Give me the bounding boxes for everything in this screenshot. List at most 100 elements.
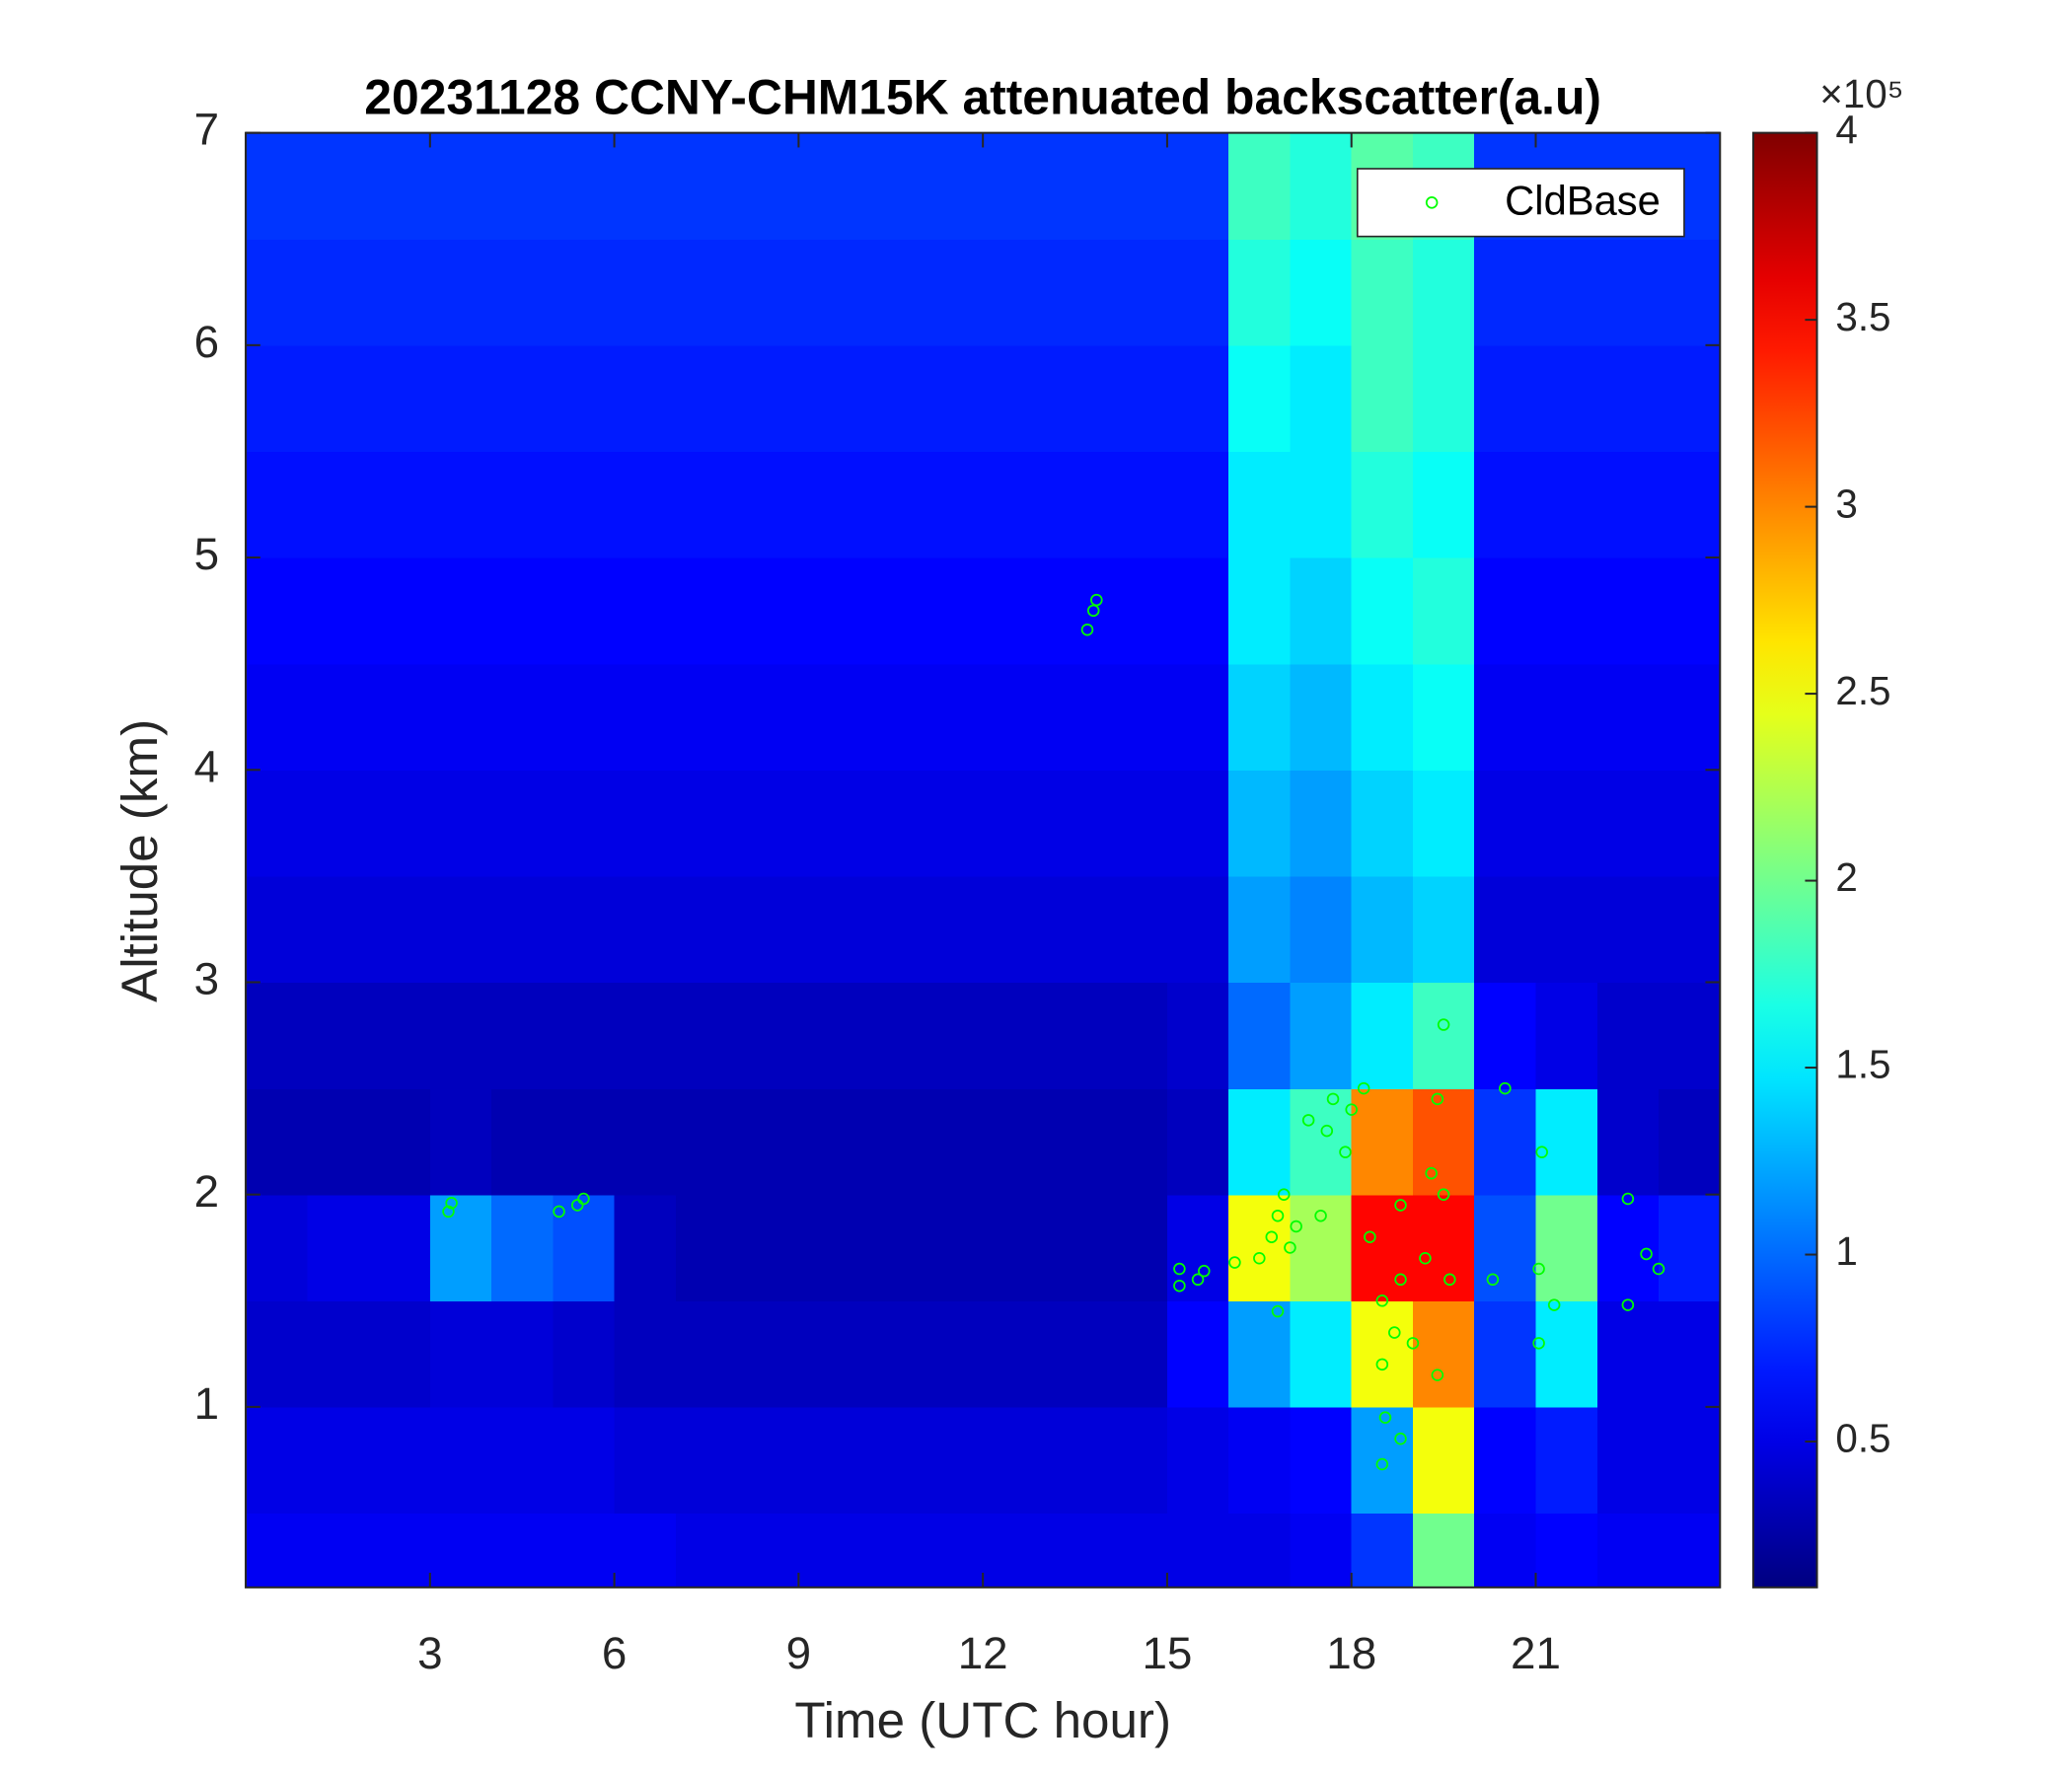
heatmap-cell (1105, 1513, 1168, 1589)
cloud-base-point (1345, 1103, 1358, 1116)
heatmap-cell (737, 1088, 800, 1196)
heatmap-cell (553, 1194, 616, 1301)
heatmap-cell (798, 1406, 861, 1515)
heatmap-cell (1228, 132, 1292, 240)
heatmap-cell (1290, 239, 1353, 346)
heatmap-cell (368, 557, 431, 665)
cloud-base-point (1640, 1247, 1653, 1261)
y-tick-label: 7 (194, 105, 219, 155)
heatmap-cell (798, 239, 861, 346)
heatmap-cell (1105, 982, 1168, 1089)
heatmap-cell (737, 1300, 800, 1408)
heatmap-cell (1228, 982, 1292, 1089)
heatmap-cell (1474, 1406, 1537, 1515)
heatmap-cell (368, 1300, 431, 1408)
heatmap-cell (491, 1406, 555, 1515)
heatmap-cell (1596, 557, 1660, 665)
heatmap-cell (1596, 344, 1660, 453)
heatmap-cell (1044, 875, 1107, 984)
heatmap-cell (553, 1300, 616, 1408)
heatmap-cell (246, 344, 308, 453)
heatmap-cell (307, 663, 370, 771)
heatmap-cell (921, 1088, 984, 1196)
heatmap-cell (675, 344, 738, 453)
heatmap-cell (1105, 1406, 1168, 1515)
heatmap-cell (1228, 239, 1292, 346)
cloud-base-point (1364, 1230, 1376, 1243)
heatmap-cell (553, 1513, 616, 1589)
heatmap-cell (1228, 1513, 1292, 1589)
heatmap-cell (1166, 663, 1229, 771)
heatmap-cell (429, 451, 492, 558)
heatmap-cell (429, 132, 492, 240)
heatmap-cell (614, 1300, 677, 1408)
heatmap-cell (368, 875, 431, 984)
y-tick-label: 5 (194, 529, 219, 579)
heatmap-cell (246, 239, 308, 346)
heatmap-cell (983, 557, 1046, 665)
cloud-base-point (445, 1197, 458, 1210)
colorbar-tick-label: 3.5 (1835, 294, 1890, 339)
heatmap-cell (1044, 1513, 1107, 1589)
heatmap-cell (859, 1194, 923, 1301)
heatmap-cell (737, 770, 800, 877)
y-tick-label: 1 (194, 1378, 219, 1429)
heatmap-cell (1166, 451, 1229, 558)
heatmap-cell (1044, 239, 1107, 346)
cloud-base-point (1378, 1411, 1392, 1424)
heatmap-cell (1228, 770, 1292, 877)
heatmap-cell (1351, 1513, 1414, 1589)
heatmap-cell (798, 132, 861, 240)
heatmap-cell (1228, 1406, 1292, 1515)
heatmap-cell (1351, 451, 1414, 558)
heatmap-cell (614, 132, 677, 240)
heatmap-cell (368, 663, 431, 771)
heatmap-cell (921, 239, 984, 346)
heatmap-cell (1535, 557, 1598, 665)
colorbar-tick-label: 0.5 (1835, 1416, 1890, 1461)
heatmap-cell (1228, 663, 1292, 771)
heatmap-cell (1166, 875, 1229, 984)
heatmap-cell (1659, 1300, 1721, 1408)
heatmap-cell (491, 239, 555, 346)
cloud-base-point (1314, 1209, 1327, 1222)
cloud-base-point (1437, 1018, 1450, 1031)
heatmap-cell (675, 451, 738, 558)
heatmap-cell (1105, 663, 1168, 771)
heatmap-cell (1535, 770, 1598, 877)
heatmap-cell (675, 770, 738, 877)
colorbar-tick-label: 2 (1835, 854, 1857, 900)
heatmap-cell (1105, 1300, 1168, 1408)
heatmap-cell (1412, 557, 1475, 665)
cloud-base-point (1173, 1262, 1186, 1276)
heatmap-cell (798, 557, 861, 665)
heatmap-cell (1351, 770, 1414, 877)
heatmap-cell (1474, 1194, 1537, 1301)
heatmap-cell (1228, 451, 1292, 558)
cloud-base-point (1290, 1220, 1302, 1233)
heatmap-cell (1659, 1088, 1721, 1196)
x-tick-label: 3 (417, 1628, 442, 1678)
legend: CldBase (1356, 168, 1685, 238)
heatmap-cell (1659, 875, 1721, 984)
cloud-base-point (1253, 1251, 1266, 1265)
heatmap-cell (1596, 1406, 1660, 1515)
heatmap-cell (983, 1300, 1046, 1408)
heatmap-cell (553, 663, 616, 771)
y-tick-label: 6 (194, 317, 219, 367)
heatmap-cell (429, 239, 492, 346)
heatmap-cell (1659, 1406, 1721, 1515)
heatmap-cell (983, 770, 1046, 877)
heatmap-cell (1474, 557, 1537, 665)
heatmap-cell (737, 875, 800, 984)
heatmap-cell (983, 239, 1046, 346)
heatmap-cell (859, 1513, 923, 1589)
heatmap-cell (921, 344, 984, 453)
heatmap-cell (921, 1513, 984, 1589)
heatmap-cell (614, 1513, 677, 1589)
cloud-base-point (1499, 1081, 1512, 1095)
heatmap-cell (798, 344, 861, 453)
y-tick-label: 4 (194, 741, 219, 791)
heatmap-cell (1412, 770, 1475, 877)
